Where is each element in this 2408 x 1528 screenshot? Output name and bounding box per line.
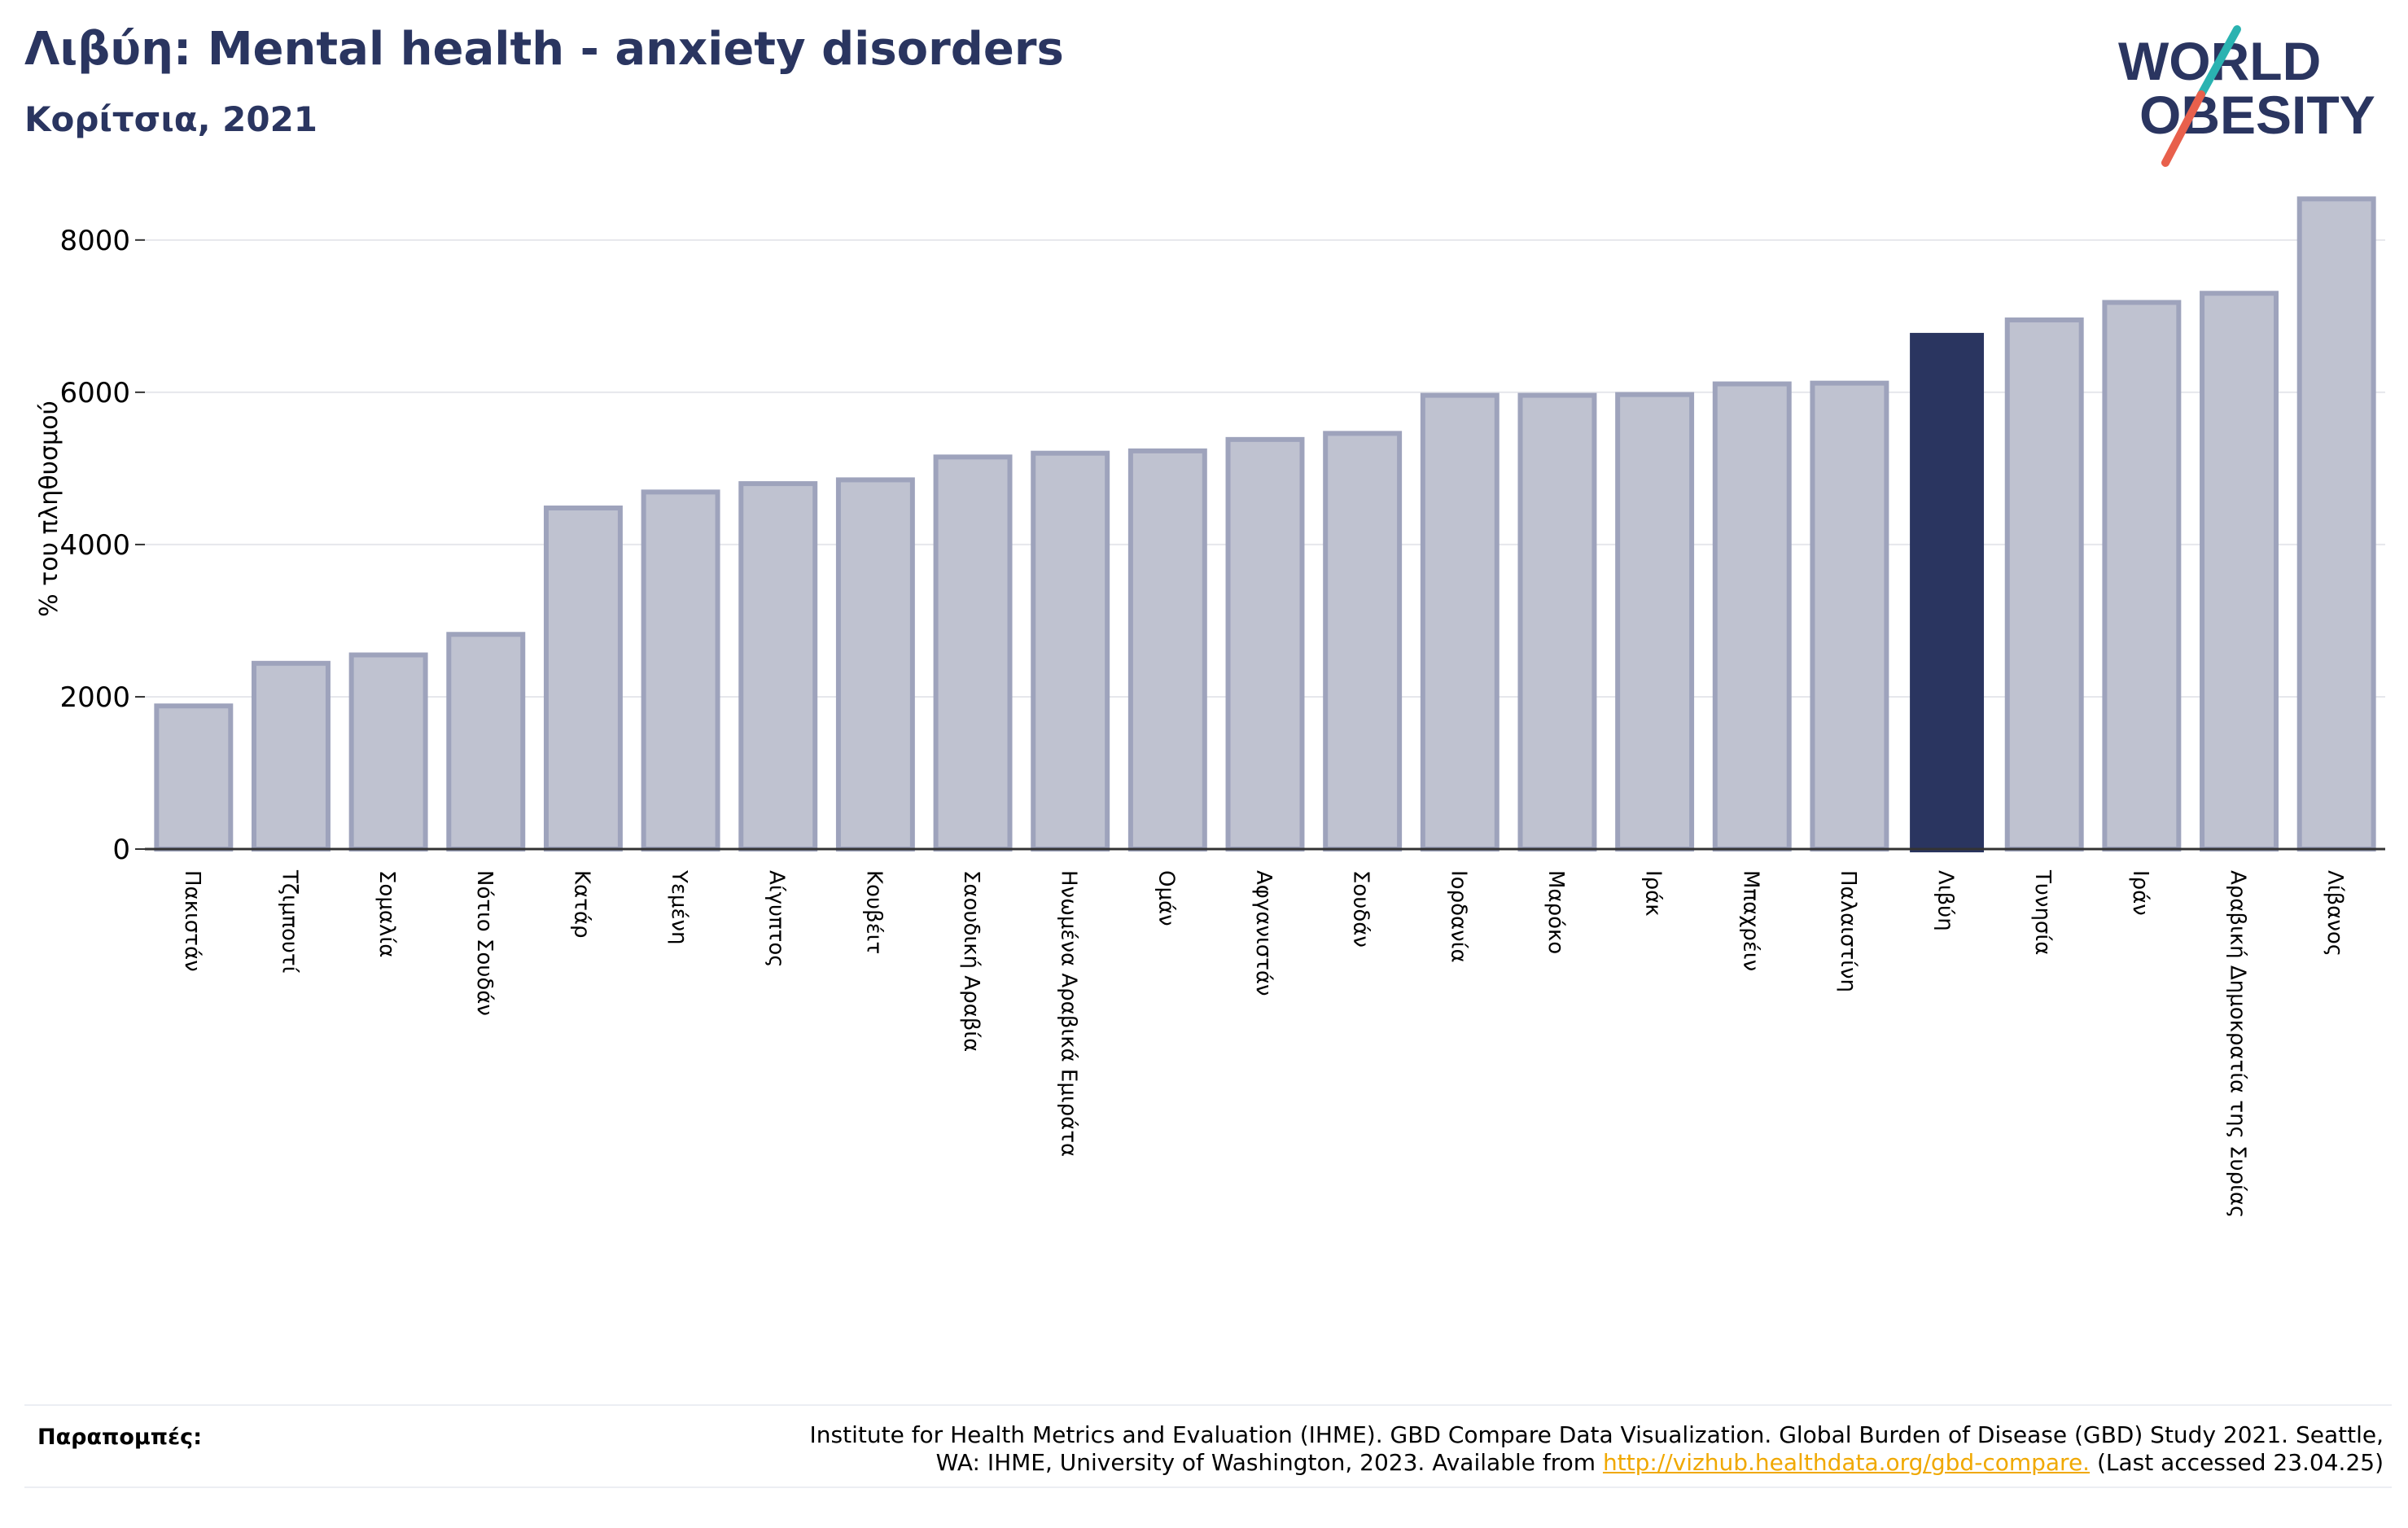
bar-3[interactable] bbox=[348, 652, 428, 852]
x-tick-label: Τυνησία bbox=[2030, 869, 2055, 955]
x-tick-label: Αραβική Δημοκρατία της Συρίας bbox=[2226, 870, 2250, 1218]
x-tick-label: Ομάν bbox=[1154, 870, 1178, 926]
bar-14[interactable] bbox=[1420, 392, 1500, 852]
x-tick-label: Νότιο Σουδάν bbox=[472, 870, 497, 1016]
bar-19[interactable] bbox=[1910, 332, 1985, 853]
logo-slash-top bbox=[2197, 25, 2241, 99]
bar-18[interactable] bbox=[1810, 380, 1889, 852]
bar-7[interactable] bbox=[738, 481, 818, 852]
x-tick-label: Λίβανος bbox=[2323, 870, 2347, 957]
bar-21[interactable] bbox=[2102, 300, 2182, 852]
bar-9[interactable] bbox=[933, 454, 1013, 852]
reference-text: Institute for Health Metrics and Evaluat… bbox=[633, 1421, 2384, 1477]
x-tick-label: Ηνωμένα Αραβικά Εμιράτα bbox=[1057, 870, 1081, 1157]
bar-16[interactable] bbox=[1615, 392, 1695, 852]
y-tick-label: 0 bbox=[112, 834, 130, 866]
bar-10[interactable] bbox=[1031, 450, 1110, 852]
x-tick-label: Μαρόκο bbox=[1543, 870, 1568, 954]
x-tick-label: Σαουδική Αραβία bbox=[959, 870, 983, 1052]
x-tick-label: Ιράκ bbox=[1641, 870, 1666, 917]
axes: 0 2000 4000 6000 8000 Πακιστάν Τζιμπουτί Σομαλί… bbox=[59, 225, 2385, 1218]
bar-2[interactable] bbox=[252, 660, 331, 852]
bar-11[interactable] bbox=[1127, 448, 1207, 852]
world-obesity-logo: WORLD OBESITY bbox=[2118, 25, 2375, 167]
reference-line-3: (Last accessed 23.04.25) bbox=[2096, 1449, 2384, 1476]
y-tick-label: 4000 bbox=[59, 529, 130, 562]
footer-bottom-divider bbox=[24, 1486, 2392, 1488]
x-tick-label: Κουβέιτ bbox=[861, 870, 886, 954]
chart-title: Λιβύη: Mental health - anxiety disorders bbox=[24, 23, 1064, 76]
x-tick-label: Σομαλία bbox=[374, 870, 399, 957]
x-tick-label: Αίγυπτος bbox=[764, 870, 789, 968]
x-tick-label: Ιορδανία bbox=[1446, 870, 1470, 963]
x-tick-label: Πακιστάν bbox=[180, 870, 204, 972]
y-tick-label: 8000 bbox=[59, 225, 130, 257]
x-tick-label: Λιβύη bbox=[1933, 870, 1958, 931]
logo-slash-bottom bbox=[2161, 90, 2205, 167]
bar-23[interactable] bbox=[2296, 196, 2376, 852]
bar-15[interactable] bbox=[1517, 392, 1597, 852]
bar-chart: 0 2000 4000 6000 8000 Πακιστάν Τζιμπουτί Σομαλί… bbox=[35, 196, 2385, 1218]
footer-top-divider bbox=[24, 1404, 2392, 1406]
x-tick-label: Τζιμπουτί bbox=[277, 869, 301, 974]
bar-12[interactable] bbox=[1225, 436, 1305, 852]
bar-22[interactable] bbox=[2200, 291, 2279, 852]
x-tick-label: Αφγανιστάν bbox=[1251, 870, 1276, 996]
x-tick-label: Παλαιστίνη bbox=[1836, 870, 1860, 992]
bar-20[interactable] bbox=[2004, 317, 2084, 852]
reference-link[interactable]: http://vizhub.healthdata.org/gbd-compare… bbox=[1602, 1449, 2091, 1476]
bar-5[interactable] bbox=[543, 506, 623, 852]
bar-4[interactable] bbox=[446, 632, 526, 852]
y-tick-label: 6000 bbox=[59, 377, 130, 409]
reference-line-1: Institute for Health Metrics and Evaluat… bbox=[809, 1421, 2384, 1448]
bar-8[interactable] bbox=[835, 477, 915, 852]
x-tick-label: Σουδάν bbox=[1349, 870, 1373, 948]
y-axis-label: % του πληθυσμού bbox=[35, 401, 63, 617]
bar-1[interactable] bbox=[154, 703, 234, 852]
references-label: Παραπομπές: bbox=[37, 1425, 202, 1450]
chart-subtitle: Κορίτσια, 2021 bbox=[24, 99, 318, 139]
bars bbox=[154, 196, 2376, 853]
y-tick-label: 2000 bbox=[59, 681, 130, 714]
bar-6[interactable] bbox=[641, 489, 720, 852]
x-tick-label: Κατάρ bbox=[569, 870, 593, 938]
x-tick-label: Μπαχρέιν bbox=[1738, 870, 1762, 971]
x-tick-label: Υεμένη bbox=[667, 869, 691, 945]
reference-line-2: WA: IHME, University of Washington, 2023… bbox=[935, 1449, 1596, 1476]
x-tick-label: Ιράν bbox=[2128, 870, 2152, 916]
bar-17[interactable] bbox=[1712, 381, 1792, 852]
bar-13[interactable] bbox=[1323, 431, 1403, 852]
